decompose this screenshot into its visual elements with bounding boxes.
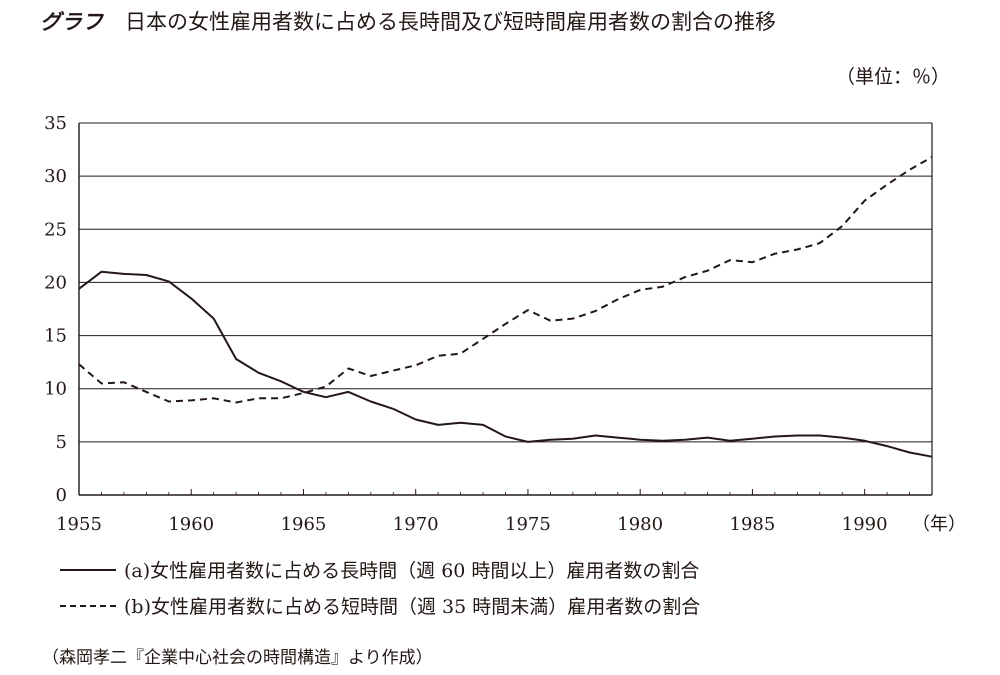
x-tick-label: 1975 <box>505 514 551 535</box>
y-tick-label: 0 <box>56 485 67 506</box>
legend-item-b: (b)女性雇用者数に占める短時間（週 35 時間未満）雇用者数の割合 <box>60 592 700 619</box>
y-tick-label: 35 <box>44 113 67 134</box>
legend-dashed-line-swatch <box>60 604 116 607</box>
unit-label: （単位：％） <box>835 66 950 88</box>
y-tick-label: 5 <box>56 432 67 453</box>
series-line-b <box>78 156 933 404</box>
figure-lead-label: グラフ <box>40 10 103 34</box>
chart-title: 日本の女性雇用者数に占める長時間及び短時間雇用者数の割合の推移 <box>125 10 776 34</box>
source-note: （森岡孝二『企業中心社会の時間構造』より作成） <box>42 648 433 668</box>
x-axis-ticks: 1955 1960 1965 1970 1975 1980 1985 1990 <box>56 514 887 535</box>
y-tick-label: 20 <box>44 272 67 293</box>
x-axis-unit-label: （年） <box>912 514 966 535</box>
legend-item-a: (a)女性雇用者数に占める長時間（週 60 時間以上）雇用者数の割合 <box>60 556 699 583</box>
y-tick-label: 10 <box>44 379 67 400</box>
x-tick-label: 1970 <box>393 514 439 535</box>
x-tick-label: 1980 <box>617 514 663 535</box>
x-tick-label: 1985 <box>730 514 776 535</box>
y-tick-label: 25 <box>44 219 67 240</box>
x-tick-label: 1990 <box>842 514 888 535</box>
legend-solid-line-swatch <box>60 568 116 571</box>
x-tick-label: 1965 <box>281 514 327 535</box>
y-axis-ticks: 0 5 10 15 20 25 30 35 <box>44 113 67 506</box>
series-lines <box>78 156 933 458</box>
legend-label-a: (a)女性雇用者数に占める長時間（週 60 時間以上）雇用者数の割合 <box>124 560 700 582</box>
chart-title-row: グラフ 日本の女性雇用者数に占める長時間及び短時間雇用者数の割合の推移 <box>40 6 776 36</box>
series-line-a <box>78 270 933 458</box>
grid-lines <box>78 122 933 496</box>
x-tick-label: 1955 <box>56 514 102 535</box>
y-tick-label: 30 <box>44 166 67 187</box>
y-tick-label: 15 <box>44 326 67 347</box>
x-tick-label: 1960 <box>168 514 214 535</box>
legend-label-b: (b)女性雇用者数に占める短時間（週 35 時間未満）雇用者数の割合 <box>124 596 701 618</box>
